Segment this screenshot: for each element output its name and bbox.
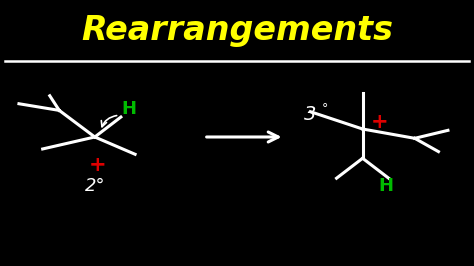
Text: H: H: [121, 100, 137, 118]
Text: Rearrangements: Rearrangements: [81, 14, 393, 47]
Text: 3: 3: [304, 105, 317, 124]
Text: °: °: [321, 102, 328, 115]
Text: +: +: [88, 155, 106, 175]
Text: H: H: [379, 177, 394, 195]
Text: +: +: [370, 112, 388, 132]
Text: 2°: 2°: [84, 177, 105, 195]
